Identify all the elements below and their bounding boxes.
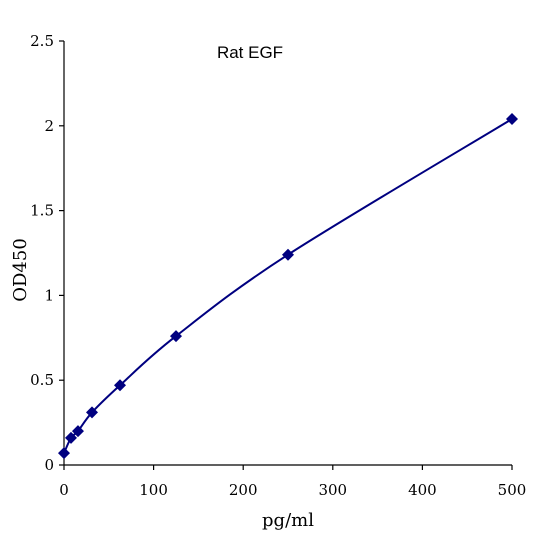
data-point <box>114 379 126 392</box>
y-tick-label: 0 <box>44 456 54 474</box>
x-tick-label: 400 <box>408 481 437 499</box>
x-tick-label: 100 <box>139 481 168 499</box>
y-tick-label: 1 <box>44 286 54 304</box>
chart-title: Rat EGF <box>217 43 283 62</box>
data-point <box>282 248 294 261</box>
data-point <box>71 425 84 438</box>
y-axis-title: OD450 <box>10 238 31 302</box>
data-point <box>58 447 70 460</box>
y-tick-label: 2.5 <box>30 32 54 50</box>
axes <box>63 41 512 466</box>
data-point <box>86 406 98 419</box>
data-point <box>170 330 182 343</box>
fit-curve <box>63 118 513 454</box>
y-tick-label: 1.5 <box>30 202 54 220</box>
y-tick-label: 0.5 <box>30 371 54 389</box>
x-axis-title: pg/ml <box>262 510 314 531</box>
x-tick-label: 300 <box>318 481 347 499</box>
ticks: 0 0.5 1 1.5 2 2.5 0 100 200 300 400 500 <box>30 32 526 499</box>
x-tick-label: 200 <box>229 481 258 499</box>
curve-layer <box>63 118 513 454</box>
x-tick-label: 0 <box>59 481 69 499</box>
x-tick-label: 500 <box>498 481 527 499</box>
data-point <box>64 431 77 444</box>
y-tick-label: 2 <box>44 117 54 135</box>
data-point <box>506 113 518 126</box>
points-layer <box>58 113 518 460</box>
